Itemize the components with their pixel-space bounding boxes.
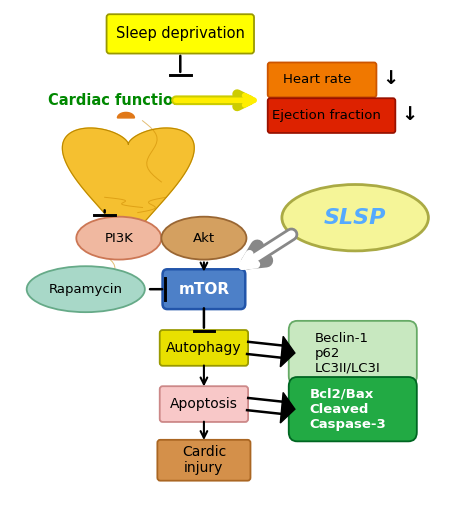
Text: Beclin-1
p62
LC3II/LC3I: Beclin-1 p62 LC3II/LC3I (315, 331, 381, 374)
Polygon shape (280, 393, 295, 423)
Text: Rapamycin: Rapamycin (49, 283, 123, 296)
FancyBboxPatch shape (157, 440, 250, 481)
Text: Sleep deprivation: Sleep deprivation (116, 27, 245, 41)
Ellipse shape (27, 266, 145, 312)
Text: Bcl2/Bax
Cleaved
Caspase-3: Bcl2/Bax Cleaved Caspase-3 (310, 388, 386, 431)
FancyBboxPatch shape (163, 269, 245, 309)
Text: Cardic
injury: Cardic injury (182, 445, 226, 475)
Text: Cardiac functions: Cardiac functions (48, 93, 192, 108)
FancyBboxPatch shape (268, 62, 376, 97)
Text: ↓: ↓ (401, 104, 418, 123)
Text: Autophagy: Autophagy (166, 341, 242, 355)
Text: Akt: Akt (193, 231, 215, 245)
FancyBboxPatch shape (268, 98, 395, 133)
Text: SLSP: SLSP (324, 208, 386, 228)
Ellipse shape (161, 217, 246, 260)
Text: PI3K: PI3K (104, 231, 133, 245)
Text: mTOR: mTOR (178, 282, 229, 296)
FancyBboxPatch shape (289, 377, 417, 441)
FancyBboxPatch shape (160, 330, 248, 366)
Ellipse shape (282, 184, 428, 251)
FancyBboxPatch shape (289, 321, 417, 385)
FancyBboxPatch shape (107, 14, 254, 54)
Polygon shape (280, 336, 295, 367)
Text: Heart rate: Heart rate (283, 73, 352, 87)
Text: ↓: ↓ (383, 69, 399, 88)
Text: Ejection fraction: Ejection fraction (273, 109, 381, 122)
Ellipse shape (76, 217, 161, 260)
Polygon shape (63, 128, 194, 247)
Polygon shape (118, 113, 135, 118)
Text: Apoptosis: Apoptosis (170, 397, 238, 411)
FancyBboxPatch shape (160, 386, 248, 422)
